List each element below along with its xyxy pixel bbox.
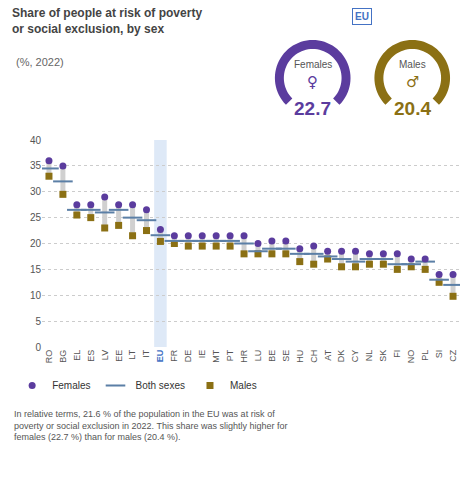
svg-text:Males: Males <box>399 59 426 70</box>
svg-text:IE: IE <box>197 350 207 359</box>
svg-text:In relative terms, 21.6 % of t: In relative terms, 21.6 % of the populat… <box>14 409 287 442</box>
svg-text:0: 0 <box>35 342 41 353</box>
svg-text:FI: FI <box>392 350 402 358</box>
svg-text:LU: LU <box>253 350 263 362</box>
svg-text:Females: Females <box>52 380 90 391</box>
svg-text:ES: ES <box>86 350 96 362</box>
svg-text:RO: RO <box>44 350 54 364</box>
svg-text:25: 25 <box>30 212 42 223</box>
svg-text:40: 40 <box>30 135 42 146</box>
svg-text:EE: EE <box>114 350 124 362</box>
svg-text:Males: Males <box>230 380 257 391</box>
svg-text:MT: MT <box>211 349 221 362</box>
svg-text:Share of people at risk of pov: Share of people at risk of povertyor soc… <box>12 6 202 36</box>
svg-text:DK: DK <box>336 350 346 363</box>
svg-text:Both sexes: Both sexes <box>136 380 185 391</box>
svg-text:♂: ♂ <box>406 73 419 91</box>
svg-text:22.7: 22.7 <box>294 98 331 119</box>
svg-text:5: 5 <box>35 316 41 327</box>
svg-text:NL: NL <box>364 350 374 362</box>
svg-text:HU: HU <box>295 350 305 363</box>
svg-text:FR: FR <box>169 349 179 361</box>
svg-text:LT: LT <box>127 349 137 359</box>
svg-text:30: 30 <box>30 186 42 197</box>
svg-text:EL: EL <box>72 350 82 361</box>
svg-text:Females: Females <box>294 59 332 70</box>
svg-text:LV: LV <box>100 350 110 360</box>
svg-text:IT: IT <box>141 349 151 358</box>
svg-text:(%, 2022): (%, 2022) <box>16 56 64 68</box>
svg-text:20.4: 20.4 <box>394 98 431 119</box>
svg-text:SI: SI <box>434 350 444 359</box>
svg-text:PT: PT <box>225 349 235 361</box>
svg-text:PL: PL <box>420 350 430 361</box>
svg-text:SK: SK <box>378 350 388 362</box>
svg-text:♀: ♀ <box>307 73 318 91</box>
svg-text:AT: AT <box>323 349 333 360</box>
svg-text:CZ: CZ <box>448 349 458 361</box>
svg-text:CY: CY <box>350 350 360 363</box>
svg-text:HR: HR <box>239 349 249 362</box>
svg-text:BE: BE <box>267 350 277 362</box>
svg-text:SE: SE <box>281 350 291 362</box>
svg-text:15: 15 <box>30 264 42 275</box>
svg-text:EU: EU <box>155 350 165 363</box>
svg-text:BG: BG <box>58 350 68 363</box>
svg-text:20: 20 <box>30 238 42 249</box>
svg-text:35: 35 <box>30 160 42 171</box>
svg-text:NO: NO <box>406 350 416 364</box>
svg-text:EU: EU <box>355 11 369 22</box>
svg-text:10: 10 <box>30 290 42 301</box>
svg-text:CH: CH <box>309 350 319 363</box>
svg-text:DE: DE <box>183 350 193 363</box>
